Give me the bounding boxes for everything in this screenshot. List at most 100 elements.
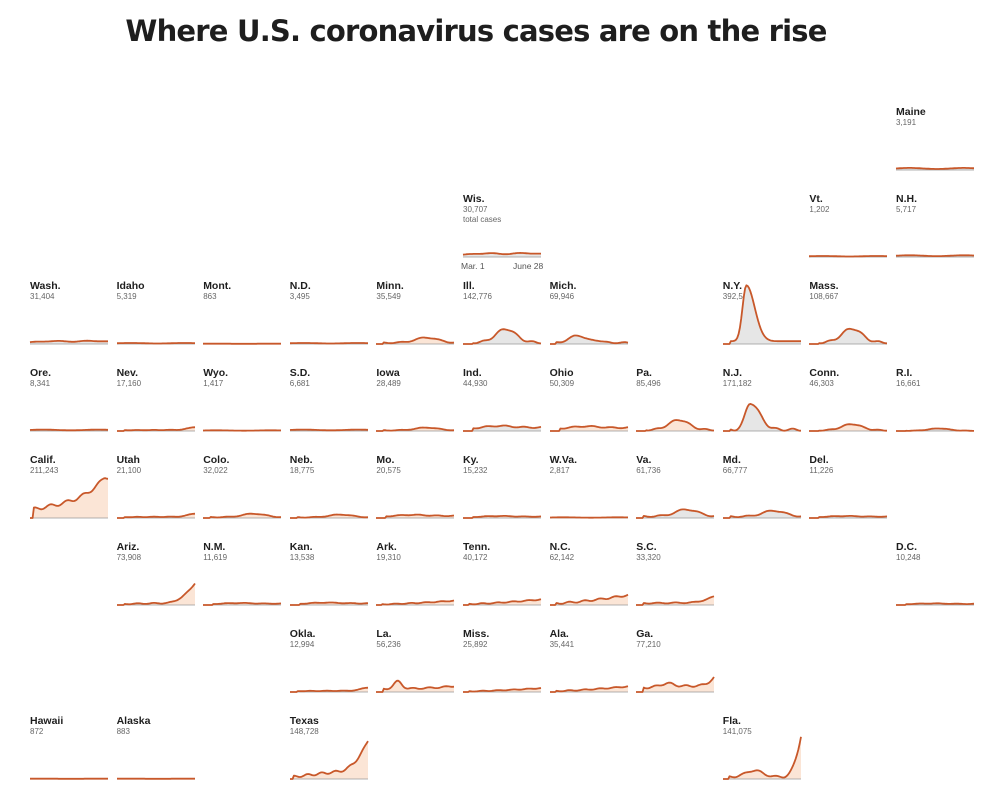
state-tile-r-i: R.I.16,661: [896, 367, 976, 447]
sparkline-minn: [376, 280, 454, 360]
state-tile-nev: Nev.17,160: [117, 367, 197, 447]
sparkline-md: [723, 454, 801, 534]
state-tile-kan: Kan.13,538: [290, 541, 370, 621]
state-tile-va: Va.61,736: [636, 454, 716, 534]
sparkline-vt: [809, 193, 887, 273]
sparkline-ill: [463, 280, 541, 360]
sparkline-pa: [636, 367, 714, 447]
state-tile-n-h: N.H.5,717: [896, 193, 976, 273]
sparkline-okla: [290, 628, 368, 708]
sparkline-calif: [30, 454, 108, 534]
state-tile-ga: Ga.77,210: [636, 628, 716, 708]
sparkline-wash: [30, 280, 108, 360]
state-tile-wyo: Wyo.1,417: [203, 367, 283, 447]
sparkline-nev: [117, 367, 195, 447]
sparkline-line: [290, 343, 368, 344]
state-tile-n-d: N.D.3,495: [290, 280, 370, 360]
state-tile-n-c: N.C.62,142: [550, 541, 630, 621]
sparkline-n-m: [203, 541, 281, 621]
sparkline-iowa: [376, 367, 454, 447]
state-tile-vt: Vt.1,202: [809, 193, 889, 273]
sparkline-line: [809, 256, 887, 257]
state-tile-neb: Neb.18,775: [290, 454, 370, 534]
sparkline-line: [723, 737, 801, 779]
sparkline-area: [723, 285, 801, 344]
sparkline-fla: [723, 715, 801, 795]
state-tile-del: Del.11,226: [809, 454, 889, 534]
sparkline-maine: [896, 106, 974, 186]
sparkline-n-c: [550, 541, 628, 621]
sparkline-tenn: [463, 541, 541, 621]
state-tile-conn: Conn.46,303: [809, 367, 889, 447]
state-tile-mass: Mass.108,667: [809, 280, 889, 360]
sparkline-utah: [117, 454, 195, 534]
sparkline-alaska: [117, 715, 195, 795]
state-tile-mo: Mo.20,575: [376, 454, 456, 534]
sparkline-line: [896, 255, 974, 256]
sparkline-n-y: [723, 280, 801, 360]
state-tile-s-d: S.D.6,681: [290, 367, 370, 447]
sparkline-line: [290, 430, 368, 431]
sparkline-idaho: [117, 280, 195, 360]
state-tile-ky: Ky.15,232: [463, 454, 543, 534]
sparkline-mass: [809, 280, 887, 360]
sparkline-s-c: [636, 541, 714, 621]
sparkline-hawaii: [30, 715, 108, 795]
sparkline-neb: [290, 454, 368, 534]
sparkline-mich: [550, 280, 628, 360]
sparkline-la: [376, 628, 454, 708]
sparkline-va: [636, 454, 714, 534]
x-axis-start-label: Mar. 1: [461, 261, 485, 271]
sparkline-line: [30, 341, 108, 343]
state-tile-okla: Okla.12,994: [290, 628, 370, 708]
sparkline-ohio: [550, 367, 628, 447]
sparkline-colo: [203, 454, 281, 534]
sparkline-wyo: [203, 367, 281, 447]
sparkline-mo: [376, 454, 454, 534]
sparkline-miss: [463, 628, 541, 708]
state-tile-pa: Pa.85,496: [636, 367, 716, 447]
sparkline-d-c: [896, 541, 974, 621]
sparkline-ind: [463, 367, 541, 447]
state-tile-ill: Ill.142,776: [463, 280, 543, 360]
state-tile-mich: Mich.69,946: [550, 280, 630, 360]
state-tile-wash: Wash.31,404: [30, 280, 110, 360]
sparkline-r-i: [896, 367, 974, 447]
sparkline-n-d: [290, 280, 368, 360]
sparkline-n-h: [896, 193, 974, 273]
state-tile-miss: Miss.25,892: [463, 628, 543, 708]
sparkline-texas: [290, 715, 368, 795]
sparkline-n-j: [723, 367, 801, 447]
sparkline-ariz: [117, 541, 195, 621]
state-tile-md: Md.66,777: [723, 454, 803, 534]
state-tile-calif: Calif.211,243: [30, 454, 110, 534]
sparkline-ga: [636, 628, 714, 708]
sparkline-del: [809, 454, 887, 534]
state-tile-ariz: Ariz.73,908: [117, 541, 197, 621]
state-tile-fla: Fla.141,075: [723, 715, 803, 795]
sparkline-kan: [290, 541, 368, 621]
state-tile-ore: Ore.8,341: [30, 367, 110, 447]
state-tile-n-m: N.M.11,619: [203, 541, 283, 621]
sparkline-ky: [463, 454, 541, 534]
state-tile-mont: Mont.863: [203, 280, 283, 360]
x-axis-end-label: June 28: [513, 261, 543, 271]
state-tile-w-va: W.Va.2,817: [550, 454, 630, 534]
state-tile-s-c: S.C.33,320: [636, 541, 716, 621]
sparkline-area: [117, 584, 195, 606]
state-tile-n-y: N.Y.392,539: [723, 280, 803, 360]
state-tile-d-c: D.C.10,248: [896, 541, 976, 621]
state-tile-ala: Ala.35,441: [550, 628, 630, 708]
sparkline-mont: [203, 280, 281, 360]
state-tile-la: La.56,236: [376, 628, 456, 708]
state-tile-minn: Minn.35,549: [376, 280, 456, 360]
state-tile-tenn: Tenn.40,172: [463, 541, 543, 621]
state-tile-ark: Ark.19,310: [376, 541, 456, 621]
